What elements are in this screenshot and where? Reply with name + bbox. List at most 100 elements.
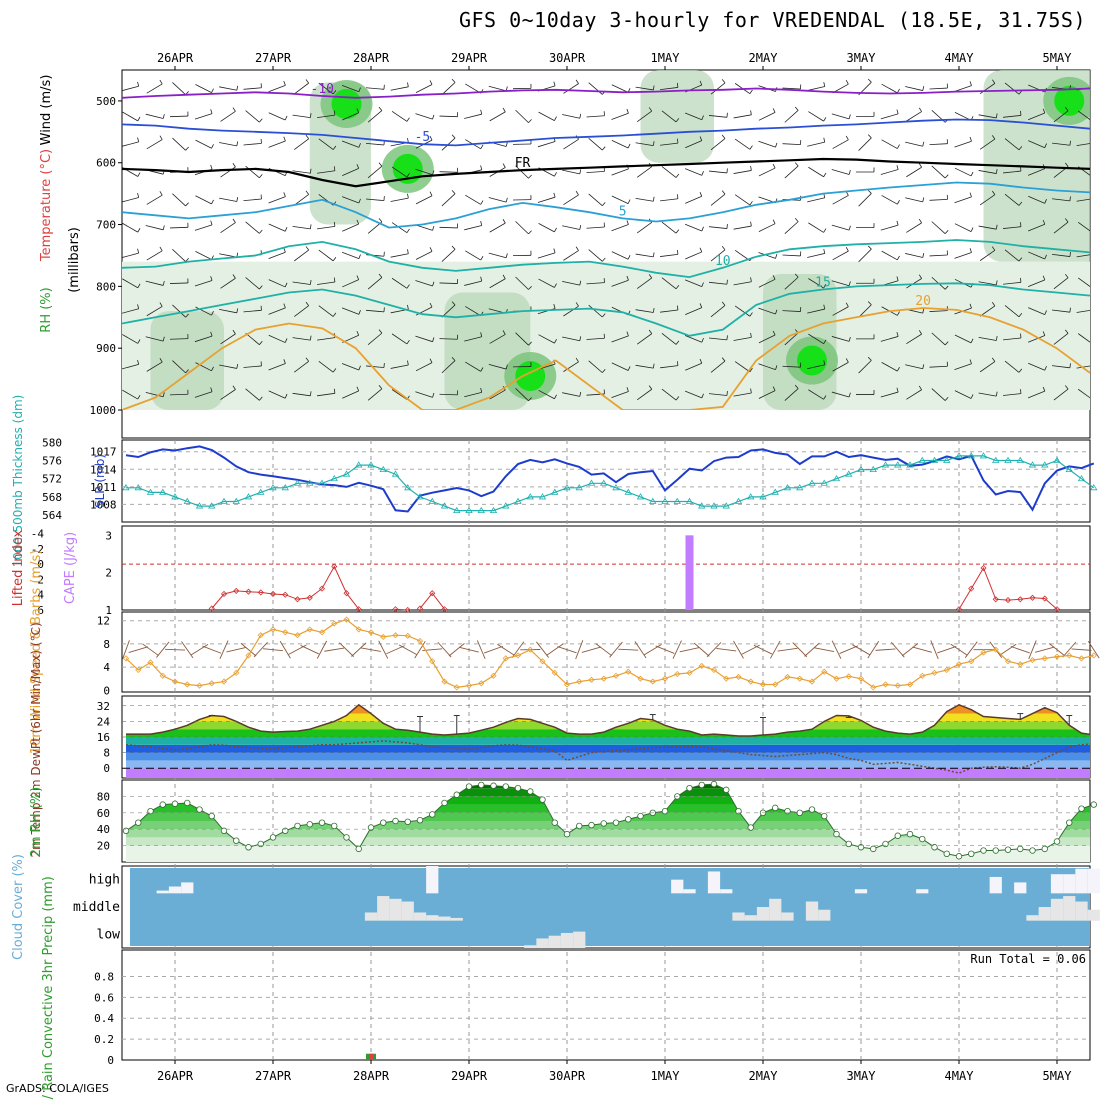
precip-ylabel: Total / Rain Convective 3hr Precip (mm) <box>41 876 56 1100</box>
wind-barb-flag <box>922 197 925 202</box>
wind-barb-flag <box>845 80 849 85</box>
wind-barb-flag <box>159 246 163 252</box>
thickness-point <box>857 465 865 473</box>
wind-barb-flag <box>451 245 456 250</box>
top-day-label: 2MAY <box>749 51 779 65</box>
wind-barb <box>562 225 580 230</box>
wind-speed-point <box>747 678 754 685</box>
lifted-index-point <box>1041 595 1048 602</box>
thickness-point <box>600 479 608 486</box>
wind-barb-flag <box>305 357 310 362</box>
wind-speed-point <box>845 673 852 680</box>
rh-point <box>845 840 852 848</box>
wind-barb-flag <box>553 248 556 253</box>
wind-speed-point <box>159 672 166 679</box>
wind-barb-10m <box>1062 641 1077 658</box>
rh-point <box>416 816 424 824</box>
wind-barb-flag <box>867 134 872 139</box>
wind-barb <box>294 82 309 95</box>
precip-run-total: Run Total = 0.06 <box>970 952 1086 966</box>
wind-barb <box>1003 393 1021 396</box>
wind-speed-point <box>502 655 509 662</box>
wind-speed-point <box>649 678 656 685</box>
wind-barb-flag <box>701 171 704 176</box>
wind-barb-flag <box>432 392 435 398</box>
wind-barb-flag <box>1069 307 1071 313</box>
wind-barb <box>929 143 948 146</box>
rh-point <box>808 806 816 813</box>
wind-barb-flag <box>995 280 998 285</box>
wind-barb-flag <box>579 169 582 174</box>
wind-barb <box>1004 82 1020 95</box>
wind-barb-flag <box>750 165 752 171</box>
thickness-point <box>1028 461 1037 468</box>
thickness-point <box>122 484 130 491</box>
wind-barb <box>342 279 359 288</box>
wind-barb-flag <box>332 90 337 95</box>
wind-barb-flag <box>1094 361 1095 365</box>
wind-barb <box>978 225 997 230</box>
wind-barb-flag <box>701 115 704 120</box>
wind-barb <box>439 393 458 396</box>
thickness-point <box>979 452 988 459</box>
rh-point <box>821 812 828 820</box>
rh-point <box>943 850 950 857</box>
wind-barb <box>588 249 603 262</box>
wind-barb-10m <box>901 643 919 657</box>
wind-barb <box>709 281 727 285</box>
wind-speed-point <box>208 680 215 687</box>
thickness-point <box>1090 484 1098 491</box>
wind-barb <box>563 194 579 206</box>
wind-barb <box>441 82 456 95</box>
wind-barb <box>954 140 972 148</box>
wind-speed-point <box>441 678 448 685</box>
wind-barb <box>733 281 752 286</box>
upper-plot-area: -10 -5 FR 5 10 15 20 <box>122 70 1095 410</box>
wind-barb <box>1028 307 1045 315</box>
wind-barb-flag <box>969 81 972 86</box>
thickness-point <box>453 506 461 514</box>
wind-barb <box>122 222 138 233</box>
wind-barb-flag <box>750 332 752 338</box>
wind-barb-10m <box>839 645 859 655</box>
lifted-index-point <box>955 606 963 613</box>
wind-barb-flag <box>137 248 140 254</box>
wind-barb-flag <box>721 134 726 139</box>
wind-barb <box>931 221 946 234</box>
wind-barb-10m <box>378 640 389 659</box>
wind-barb <box>341 363 360 371</box>
cloud-gap <box>1050 898 1064 921</box>
wind-barb-flag <box>579 113 582 119</box>
wind-speed-point <box>245 652 252 659</box>
wind-barb <box>758 390 776 399</box>
lifted-index-point <box>992 596 999 603</box>
wind-barb <box>515 221 529 235</box>
thickness-point <box>293 479 302 486</box>
wind-barb-flag <box>627 255 631 260</box>
wind-barb-flag <box>480 276 483 282</box>
wind-barb <box>220 166 236 178</box>
wind-barb <box>979 138 996 150</box>
wind-barb-flag <box>918 107 922 112</box>
wind-barb-10m <box>448 643 465 657</box>
wind-barb <box>734 138 751 150</box>
cloud-gap <box>181 882 194 894</box>
wind-barb-flag <box>356 275 360 280</box>
wind-barb-flag <box>575 246 579 251</box>
wind-speed-point <box>1004 658 1012 665</box>
wind-barb <box>122 389 138 400</box>
wind-barb <box>294 249 309 262</box>
wind-barb <box>464 280 482 286</box>
wind-barb-10m <box>361 647 381 652</box>
thickness-point <box>1053 456 1061 463</box>
wind-barb-flag <box>749 367 753 373</box>
cloud-gap <box>536 938 549 948</box>
wind-speed-point <box>551 669 558 676</box>
temperature-contour <box>122 181 1090 229</box>
wind-barb-10m <box>804 642 820 657</box>
wind-barb <box>685 168 702 176</box>
cloud-gap <box>450 917 463 921</box>
wind-barb-flag <box>648 107 653 112</box>
wind-barb-flag <box>969 248 972 253</box>
wind-barb-flag <box>699 80 703 86</box>
